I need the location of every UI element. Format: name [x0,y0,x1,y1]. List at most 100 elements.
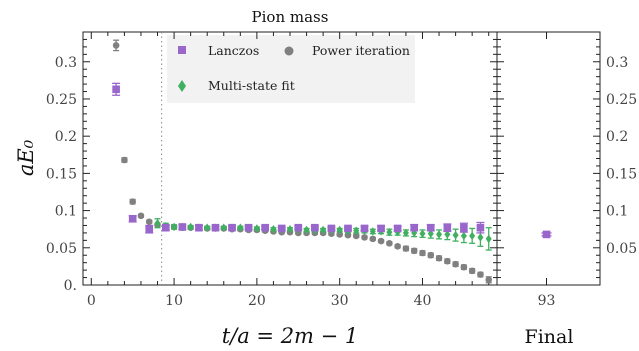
y-tick-label: 0. [64,278,77,294]
y-tick-label: 0.3 [55,55,77,71]
y-axis-label: aE₀ [14,139,38,176]
final-panel-frame [496,31,601,286]
power-iteration-point [352,232,360,240]
power-iteration-point [402,245,410,252]
y-tick-label: 0.05 [46,241,77,257]
data-series [112,39,552,284]
power-iteration-point [386,240,393,247]
power-iteration-point [427,251,435,259]
chart-title: Pion mass [252,8,329,26]
multi-state-fit-point [460,231,467,241]
power-iteration-point [460,263,468,271]
y-tick-label-right: 0.05 [606,241,637,257]
multi-state-fit-point [220,223,227,232]
multi-state-fit-point [253,224,260,233]
y-tick-label-right: 0.1 [606,204,628,220]
power-iteration-point [336,231,343,238]
lanczos-point [443,223,452,232]
y-tick-label: 0.25 [46,92,77,108]
legend-label-multi-state-fit: Multi-state fit [208,78,295,93]
final-series-lanczos [541,230,552,239]
x-axis-label: t/a = 2m − 1 [222,324,359,348]
legend-entry-lanczos: Lanczos [178,43,259,58]
y-tick-label: 0.15 [46,166,77,182]
lanczos-point [426,223,435,232]
lanczos-point [211,223,220,232]
legend-label-power-iteration: Power iteration [312,43,410,58]
multi-state-fit-point [427,229,434,238]
multi-state-fit-point [270,224,277,234]
multi-state-fit-point [444,230,451,239]
multi-state-fit-point [320,225,327,235]
multi-state-fit-point [402,228,409,238]
power-iteration-point [394,243,401,250]
multi-state-fit-point [452,230,459,240]
lanczos-point [277,224,286,233]
multi-state-fit-point [386,227,393,237]
legend-entry-power-iteration: Power iteration [284,43,410,58]
lanczos-point [145,225,154,233]
tick-marks [83,31,600,286]
x-tick-label: 10 [165,293,183,309]
multi-state-fit-point [436,230,443,239]
legend-box [167,35,415,103]
multi-state-fit-point [485,234,492,244]
lanczos-point [112,85,120,94]
x-tick-label: 0 [87,293,96,309]
lanczos-point [393,224,402,233]
legend-entry-multi-state-fit: Multi-state fit [178,78,295,93]
lanczos-point [244,223,253,232]
power-iteration-point [444,257,451,265]
lanczos-point [360,224,369,233]
multi-state-fit-point [419,229,426,238]
power-iteration-point [361,234,368,241]
multi-state-fit-point [369,227,376,236]
x-tick-label: 20 [248,293,266,309]
multi-state-fit-point [154,219,161,228]
legend-label-lanczos: Lanczos [208,43,259,58]
y-tick-label: 0.1 [55,204,77,220]
lanczos-point [128,214,137,223]
power-iteration-point [468,267,476,275]
lanczos-point [460,223,468,232]
lanczos-point [377,224,385,233]
lanczos-point [195,223,203,232]
power-iteration-point [121,156,128,164]
y-tick-label-right: 0.3 [606,55,628,71]
multi-state-fit-point [287,224,293,234]
multi-state-fit-point [303,225,310,235]
lanczos-point [327,224,336,233]
y-tick-label-right: 0.2 [606,129,628,145]
power-iteration-point [377,237,385,245]
final-panel-label: Final [525,326,574,348]
x-tick-label: 40 [414,293,432,309]
multi-state-fit-point [469,231,476,241]
multi-state-fit-point [237,223,244,232]
power-iteration-point [129,198,136,205]
x-tick-label: 30 [331,293,349,309]
lanczos-point [162,223,170,232]
final-x-tick-label: 93 [538,293,556,309]
final-point-lanczos [542,230,551,239]
power-iteration-point [112,42,120,49]
y-tick-label-right: 0.25 [606,92,637,108]
power-iteration-point [369,235,377,243]
multi-state-fit-point [187,222,194,232]
multi-state-fit-point [336,225,343,235]
power-iteration-point [452,260,459,268]
y-tick-label-right: 0.15 [606,166,637,182]
power-iteration-point [410,247,418,255]
multi-state-fit-point [353,226,360,235]
y-tick-label: 0.2 [55,129,77,145]
legend-marker-multi-state-fit [178,80,186,92]
lanczos-point [178,223,187,231]
multi-state-fit-point [171,222,178,232]
multi-state-fit-point [204,223,211,232]
power-iteration-point [477,271,484,278]
tick-labels: 0. 0.05 0.1 0.15 0.2 0.25 0.3 0.05 0.1 0.15 0.2 0.2… [46,55,637,309]
lanczos-point [344,224,352,233]
series-lanczos [112,82,485,234]
power-iteration-point [435,254,443,262]
power-iteration-point [419,249,426,257]
